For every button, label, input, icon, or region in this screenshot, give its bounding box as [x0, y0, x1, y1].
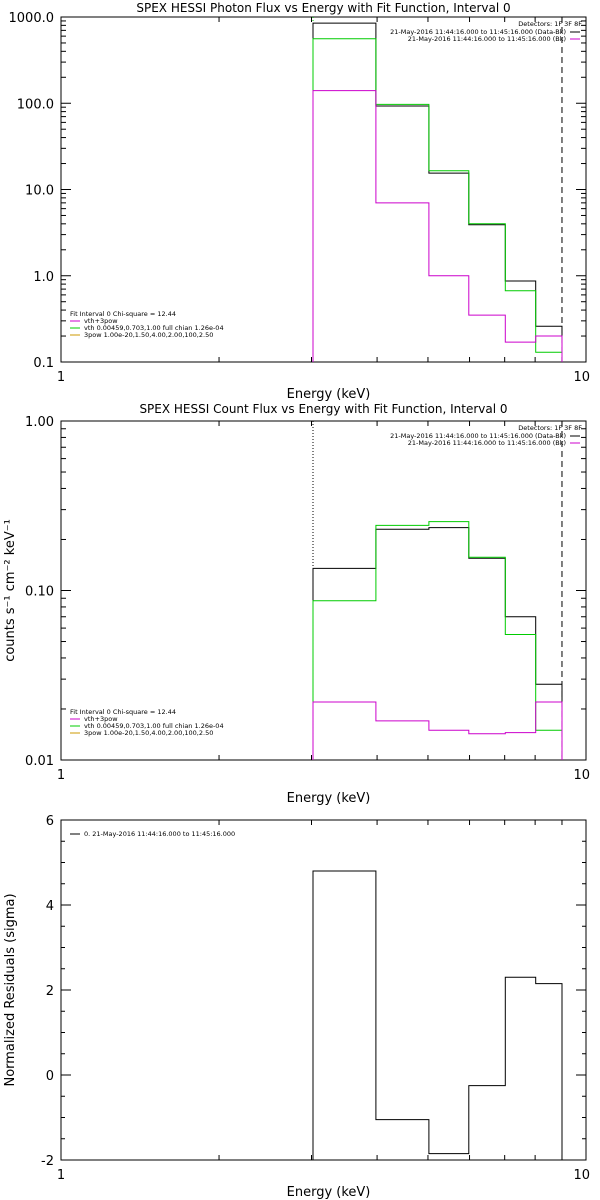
legend-bottom-left: Fit Interval 0 Chi-square = 12.44vth+3po… — [70, 310, 224, 339]
x-tick-label: 10 — [573, 370, 590, 385]
chart-1: SPEX HESSI Count Flux vs Energy with Fit… — [3, 402, 590, 806]
y-tick-label: 0.1 — [33, 356, 54, 371]
y-axis-label: counts s⁻¹ cm⁻² keV⁻¹ — [3, 519, 18, 662]
legend-entry-text: 3pow 1.00e-20,1.50,4.00,2.00,100,2.50 — [84, 331, 213, 339]
y-tick-label: 6 — [46, 814, 54, 829]
legend-entry-text: vth 0.00459,0.703,1.00 full chian 1.26e-… — [84, 324, 224, 332]
legend-entry-text: 3pow 1.00e-20,1.50,4.00,2.00,100,2.50 — [84, 729, 213, 737]
legend-entry-text: 21-May-2016 11:44:16.000 to 11:45:16.000… — [408, 439, 566, 447]
series-green-histogram — [312, 38, 563, 362]
y-tick-label: 0.01 — [25, 754, 54, 769]
legend-entry-text: vth 0.00459,0.703,1.00 full chian 1.26e-… — [84, 722, 224, 730]
x-axis-label: Energy (keV) — [287, 791, 371, 806]
x-axis-label: Energy (keV) — [287, 387, 371, 402]
series-black-histogram — [312, 870, 563, 1160]
series-green-histogram — [312, 521, 563, 760]
y-tick-label: -2 — [41, 1154, 54, 1169]
y-tick-label: 2 — [46, 984, 54, 999]
y-axis-label: Normalized Residuals (sigma) — [3, 893, 18, 1086]
chart-title: SPEX HESSI Photon Flux vs Energy with Fi… — [136, 1, 510, 15]
y-tick-label: 0.10 — [25, 585, 54, 600]
y-tick-label: 10.0 — [25, 184, 54, 199]
legend-fit-header: Fit Interval 0 Chi-square = 12.44 — [70, 310, 176, 318]
legend-entry-text: vth+3pow — [84, 715, 118, 723]
y-tick-label: 1.0 — [33, 270, 54, 285]
series-magenta-histogram — [312, 701, 563, 760]
legend-header: Detectors: 1F 3F 8F — [518, 424, 582, 432]
legend-header: Detectors: 1F 3F 8F — [518, 20, 582, 28]
x-tick-label: 10 — [573, 768, 590, 783]
y-tick-label: 1.00 — [25, 415, 54, 430]
chart-0: SPEX HESSI Photon Flux vs Energy with Fi… — [9, 1, 591, 402]
legend-entry-text: 21-May-2016 11:44:16.000 to 11:45:16.000… — [390, 432, 566, 440]
chart-2: Energy (keV) Normalized Residuals (sigma)… — [3, 814, 590, 1200]
y-tick-label: 100.0 — [17, 97, 54, 112]
legend-bottom-left: Fit Interval 0 Chi-square = 12.44vth+3po… — [70, 708, 224, 737]
series-magenta-histogram — [312, 90, 563, 362]
x-axis-label: Energy (keV) — [287, 1185, 371, 1200]
chart-title: SPEX HESSI Count Flux vs Energy with Fit… — [139, 402, 507, 416]
legend-fit-header: Fit Interval 0 Chi-square = 12.44 — [70, 708, 176, 716]
series-black-histogram — [312, 527, 563, 760]
y-tick-label: 1000.0 — [9, 11, 55, 26]
x-tick-label: 1 — [57, 768, 65, 783]
legend-entry-text: 21-May-2016 11:44:16.000 to 11:45:16.000… — [408, 35, 566, 43]
legend-entry-text: 0. 21-May-2016 11:44:16.000 to 11:45:16.… — [84, 830, 235, 838]
y-tick-label: 0 — [46, 1069, 54, 1084]
legend-entry-text: 21-May-2016 11:44:16.000 to 11:45:16.000… — [390, 28, 566, 36]
x-tick-label: 1 — [57, 1168, 65, 1183]
series-black-histogram — [312, 22, 563, 362]
x-tick-label: 1 — [57, 370, 65, 385]
legend-entry-text: vth+3pow — [84, 317, 118, 325]
x-tick-label: 10 — [573, 1168, 590, 1183]
legend-top-left: 0. 21-May-2016 11:44:16.000 to 11:45:16.… — [70, 830, 235, 838]
y-tick-label: 4 — [46, 899, 54, 914]
